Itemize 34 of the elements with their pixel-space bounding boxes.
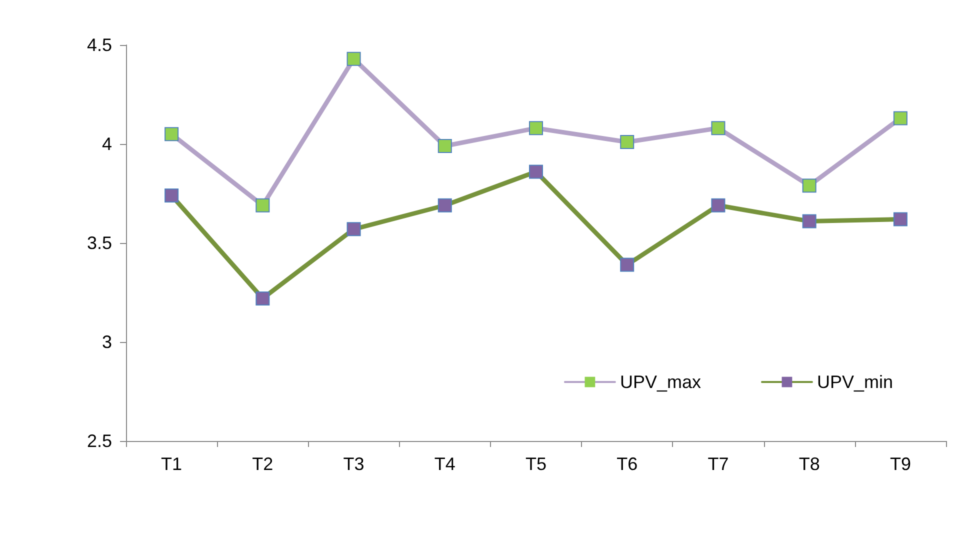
legend-label: UPV_max [620,372,701,392]
point [438,198,452,212]
x-tick-label: T7 [708,454,729,474]
point [346,222,361,236]
point [438,138,452,153]
y-tick-label: 3.5 [86,233,112,253]
point [346,52,361,66]
legend-label: UPV_min [816,372,894,392]
x-tick-label: T6 [616,454,638,474]
y-tick-label: 2.5 [86,431,112,451]
point [802,178,816,193]
x-tick-label: T3 [343,454,364,474]
point [256,291,270,306]
x-tick-label: T1 [161,454,182,474]
point [256,198,270,212]
point [711,121,726,136]
x-tick-label: T8 [798,454,820,474]
point [711,198,726,212]
point [164,127,179,142]
point [164,188,179,202]
x-tick-label: T9 [890,454,911,474]
y-tick-label: 3 [102,332,112,352]
point [893,111,908,126]
point [620,258,634,272]
x-tick-label: T4 [434,454,456,474]
point [802,214,816,228]
point [529,164,543,179]
point [529,121,543,136]
x-tick-label: T5 [525,454,547,474]
point [620,135,634,150]
point [893,212,908,226]
y-tick-label: 4.5 [86,35,112,55]
y-tick-label: 4 [102,134,112,154]
x-tick-label: T2 [252,454,274,474]
